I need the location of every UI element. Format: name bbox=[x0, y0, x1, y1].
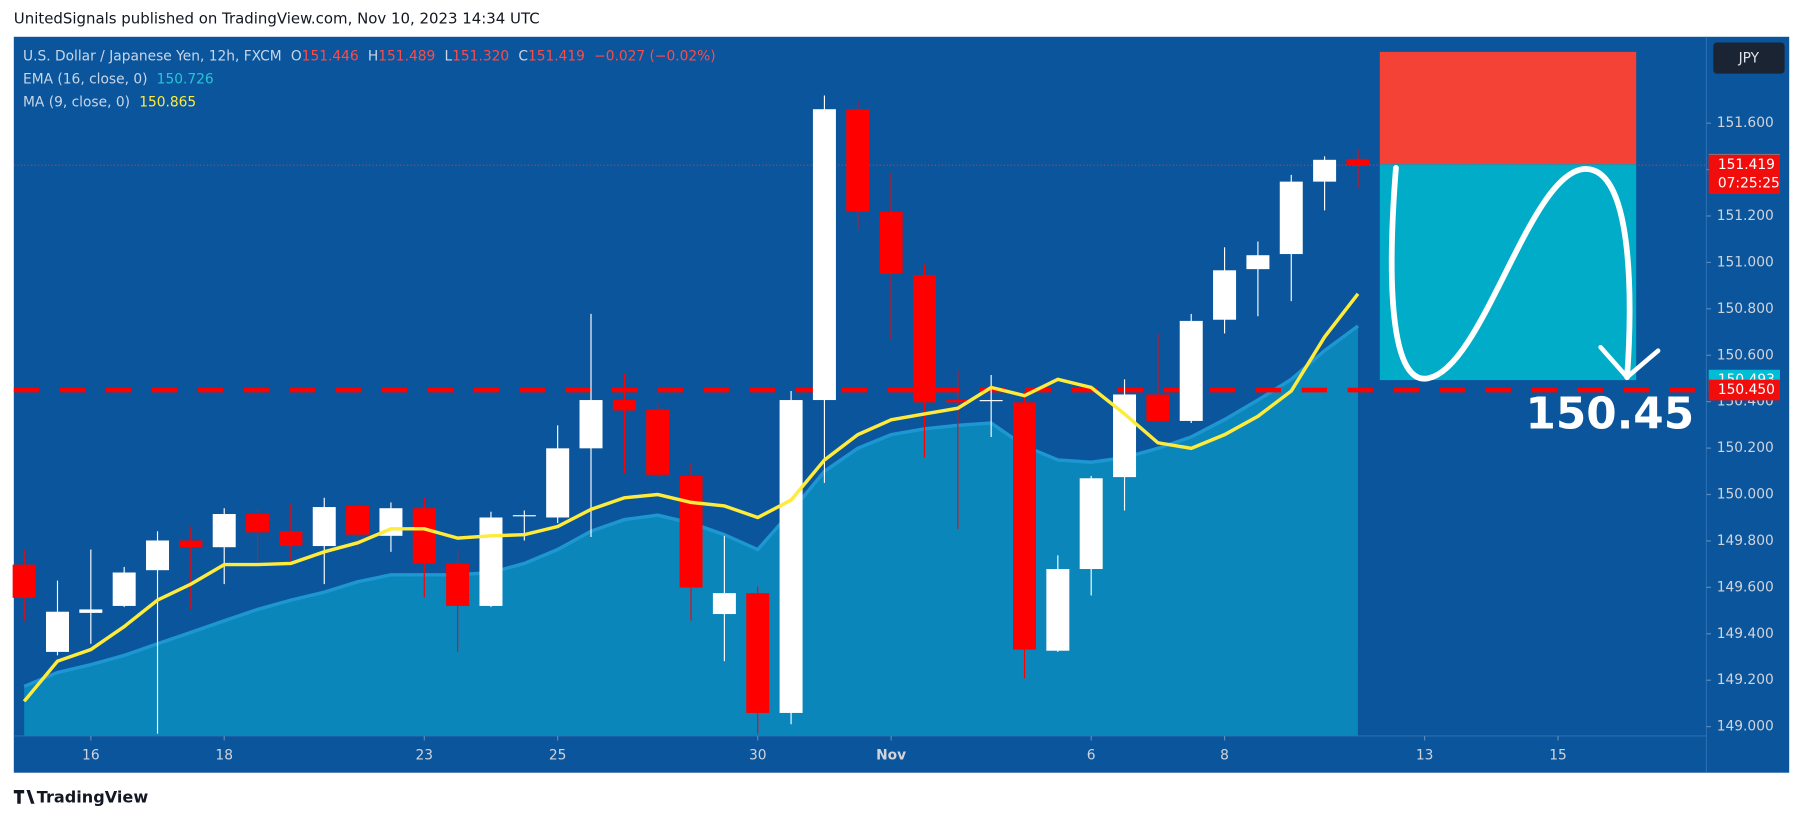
legend-l-key: L bbox=[444, 48, 452, 64]
legend-ema: EMA (16, close, 0) bbox=[23, 71, 147, 87]
legend-o-key: O bbox=[291, 48, 302, 64]
candle-body bbox=[1313, 159, 1337, 182]
candle-body bbox=[179, 540, 203, 548]
y-tick-label: 149.800 bbox=[1717, 533, 1774, 549]
candle-body bbox=[512, 515, 536, 517]
price-label-box bbox=[1708, 154, 1780, 194]
candle-body bbox=[1179, 320, 1203, 421]
y-tick-label: 151.600 bbox=[1717, 115, 1774, 131]
price-label: 151.419 bbox=[1718, 157, 1775, 173]
candle-body bbox=[1246, 255, 1270, 270]
candle-body bbox=[1146, 394, 1170, 421]
candle-body bbox=[279, 531, 303, 547]
candle-body bbox=[79, 609, 103, 613]
legend-ma-row: MA (9, close, 0) 150.865 bbox=[23, 94, 196, 110]
legend-ma-value: 150.865 bbox=[139, 94, 196, 110]
y-tick-label: 149.200 bbox=[1717, 672, 1774, 688]
horizontal-line-annotation: 150.45 bbox=[1526, 389, 1695, 440]
legend-h: 151.489 bbox=[378, 48, 435, 64]
y-tick-label: 150.800 bbox=[1717, 301, 1774, 317]
candle-body bbox=[646, 409, 670, 475]
candle-body bbox=[1012, 402, 1036, 650]
legend-symbol-row: U.S. Dollar / Japanese Yen, 12h, FXCM O15… bbox=[23, 48, 716, 64]
candle-body bbox=[879, 211, 903, 274]
candle-body bbox=[1279, 181, 1303, 255]
stop-zone bbox=[1379, 51, 1637, 165]
candle-body bbox=[1046, 569, 1070, 651]
arrow-head bbox=[1598, 344, 1661, 381]
candle-body bbox=[1346, 158, 1370, 166]
candle-body bbox=[946, 400, 970, 403]
x-tick-label: 13 bbox=[1416, 747, 1434, 763]
x-tick-label: 8 bbox=[1220, 747, 1229, 763]
candle-body bbox=[346, 505, 370, 535]
candle-body bbox=[246, 514, 270, 533]
overlay bbox=[1388, 165, 1661, 382]
legend-o: 151.446 bbox=[302, 48, 359, 64]
ma-line bbox=[22, 292, 1360, 703]
candle-body bbox=[12, 564, 36, 598]
header: UnitedSignals published on TradingView.c… bbox=[14, 10, 540, 28]
price-label-box bbox=[1708, 379, 1780, 401]
x-tick-label: 15 bbox=[1549, 747, 1567, 763]
legend-ma: MA (9, close, 0) bbox=[23, 94, 130, 110]
y-tick-label: 150.600 bbox=[1717, 347, 1774, 363]
logo-mark bbox=[13, 789, 35, 804]
candle-body bbox=[712, 593, 736, 615]
legend-change: −0.027 (−0.02%) bbox=[594, 48, 715, 64]
currency-button[interactable] bbox=[1713, 42, 1785, 74]
candle-body bbox=[546, 448, 570, 518]
candle-body bbox=[479, 517, 503, 606]
price-label: 150.450 bbox=[1718, 382, 1775, 398]
candle-body bbox=[612, 400, 636, 411]
drawn-arrow bbox=[1388, 165, 1633, 382]
candle-body bbox=[812, 109, 836, 401]
x-tick-label: 30 bbox=[749, 747, 767, 763]
legend-symbol: U.S. Dollar / Japanese Yen, 12h, FXCM bbox=[23, 48, 282, 64]
x-tick-label: 25 bbox=[549, 747, 567, 763]
candle-body bbox=[45, 611, 69, 652]
candle-body bbox=[312, 507, 336, 547]
y-tick-label: 150.000 bbox=[1717, 487, 1774, 503]
price-countdown: 07:25:25 bbox=[1718, 176, 1780, 192]
legend-ema-value: 150.726 bbox=[157, 71, 214, 87]
candle-body bbox=[579, 400, 603, 449]
candle-body bbox=[679, 475, 703, 588]
candle-body bbox=[912, 274, 936, 403]
legend-c-key: C bbox=[518, 48, 528, 64]
legend-c: 151.419 bbox=[528, 48, 585, 64]
legend-l: 151.320 bbox=[452, 48, 509, 64]
candle-body bbox=[1079, 478, 1103, 570]
y-tick-label: 151.000 bbox=[1717, 254, 1774, 270]
candle-body bbox=[1213, 270, 1237, 320]
candle-body bbox=[779, 400, 803, 713]
legend-ema-row: EMA (16, close, 0) 150.726 bbox=[23, 71, 214, 87]
x-tick-label: 23 bbox=[416, 747, 434, 763]
candle-body bbox=[979, 400, 1003, 402]
y-tick-label: 149.600 bbox=[1717, 579, 1774, 595]
currency[interactable]: JPY bbox=[1738, 51, 1760, 67]
x-tick-label: 6 bbox=[1087, 747, 1096, 763]
x-tick-label: 16 bbox=[82, 747, 100, 763]
candle-body bbox=[212, 514, 236, 548]
candle-body bbox=[112, 572, 136, 606]
y-tick-label: 150.200 bbox=[1717, 440, 1774, 456]
candle-body bbox=[846, 109, 870, 212]
candle-body bbox=[412, 508, 436, 564]
candle-body bbox=[146, 540, 170, 571]
y-tick-label: 149.000 bbox=[1717, 719, 1774, 735]
x-tick-label: 18 bbox=[215, 747, 233, 763]
candle-body bbox=[446, 563, 470, 606]
candle-body bbox=[746, 593, 770, 713]
y-tick-label: 149.400 bbox=[1717, 626, 1774, 642]
y-tick-label: 151.200 bbox=[1717, 208, 1774, 224]
candle-body bbox=[1113, 394, 1137, 478]
x-tick-label: Nov bbox=[876, 747, 906, 763]
plot: 149.000 149.200 149.400 149.600 149.800 150.0… bbox=[12, 51, 1774, 763]
footer-logo: TradingView bbox=[37, 788, 149, 807]
legend-h-key: H bbox=[368, 48, 378, 64]
